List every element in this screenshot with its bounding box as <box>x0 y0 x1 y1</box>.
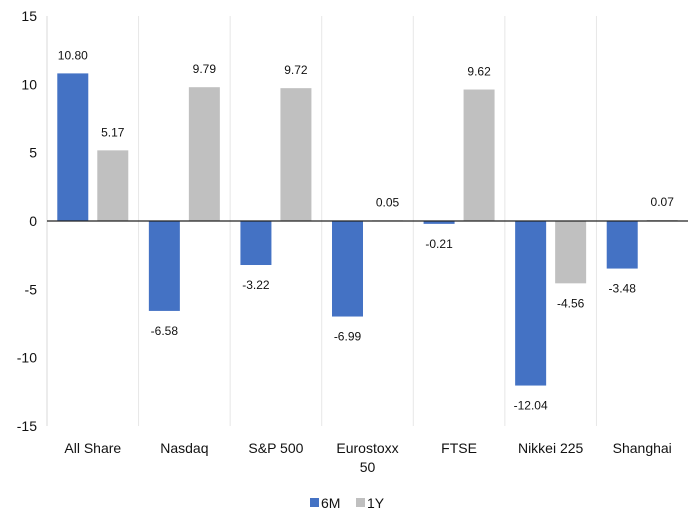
bar-6m-4 <box>423 221 455 224</box>
data-label: -6.58 <box>151 324 179 338</box>
data-label: 9.62 <box>467 65 491 79</box>
data-label: -0.21 <box>425 237 453 251</box>
bar-6m-2 <box>240 221 272 266</box>
bar-1y-5 <box>555 221 587 284</box>
y-tick-label: 15 <box>21 8 37 24</box>
data-label: -4.56 <box>557 296 585 310</box>
data-label: -12.04 <box>514 399 548 413</box>
y-tick-label: 5 <box>29 145 37 161</box>
data-label: 0.05 <box>376 195 400 209</box>
legend-swatch-1y <box>356 498 365 507</box>
bar-1y-2 <box>280 88 312 221</box>
y-tick-label: -15 <box>17 418 37 434</box>
legend-swatch-6m <box>310 498 319 507</box>
bar-6m-3 <box>332 221 363 317</box>
data-label: 0.07 <box>651 195 675 209</box>
y-tick-label: 0 <box>29 213 37 229</box>
data-label: -3.48 <box>609 282 637 296</box>
data-label: -3.22 <box>242 278 270 292</box>
data-label: -6.99 <box>334 330 362 344</box>
x-category-label: FTSE <box>441 440 477 456</box>
bar-6m-5 <box>515 221 547 386</box>
legend-label-6m: 6M <box>321 495 340 511</box>
data-label: 9.79 <box>193 62 217 76</box>
data-label: 5.17 <box>101 125 125 139</box>
bar-1y-4 <box>463 89 495 221</box>
x-category-label: Nikkei 225 <box>518 440 584 456</box>
bar-6m-6 <box>606 221 638 269</box>
x-category-label: S&P 500 <box>248 440 303 456</box>
x-category-label: Eurostoxx 50 <box>336 440 398 475</box>
x-category-label: Nasdaq <box>160 440 208 456</box>
y-tick-label: 10 <box>21 76 37 92</box>
bar-6m-0 <box>57 73 89 222</box>
bar-6m-1 <box>148 221 180 311</box>
y-tick-label: -5 <box>25 281 38 297</box>
bar-1y-0 <box>97 150 129 221</box>
y-tick-label: -10 <box>17 350 37 366</box>
x-category-label: All Share <box>64 440 121 456</box>
x-category-label: Shanghai <box>613 440 672 456</box>
bar-1y-1 <box>188 87 220 221</box>
legend-label-1y: 1Y <box>367 495 385 511</box>
data-label: 10.80 <box>58 48 88 62</box>
data-label: 9.72 <box>284 63 308 77</box>
